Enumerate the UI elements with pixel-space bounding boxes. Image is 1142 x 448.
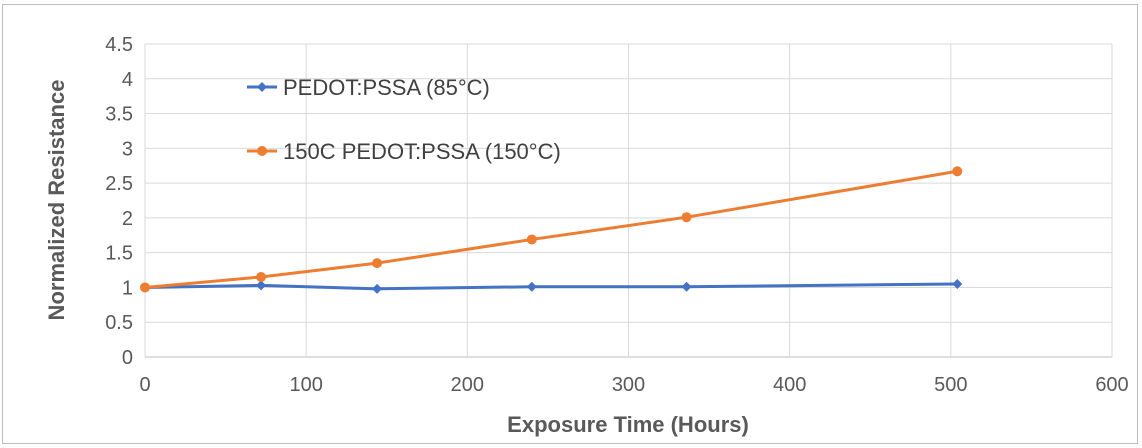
x-axis-title: Exposure Time (Hours) (507, 412, 749, 437)
y-tick-label: 1.5 (105, 243, 133, 265)
y-tick-labels: 0 0.5 1 1.5 2 2.5 3 3.5 4 4.5 (105, 34, 133, 369)
y-tick-label: 2 (122, 208, 133, 230)
data-point (681, 281, 692, 292)
data-point (140, 282, 150, 293)
data-point (526, 234, 537, 245)
chart-frame (2, 4, 1138, 444)
legend: PEDOT:PSSA (85°C) 150C PEDOT:PSSA (150°C) (247, 75, 561, 164)
data-point (526, 281, 537, 292)
y-tick-label: 1 (122, 277, 133, 299)
x-tick-label: 200 (451, 374, 484, 396)
data-point (256, 272, 267, 283)
legend-marker (257, 146, 267, 156)
series-2 (140, 166, 963, 293)
y-tick-label: 4 (122, 69, 133, 91)
x-tick-label: 400 (773, 374, 806, 396)
x-tick-label: 100 (289, 374, 322, 396)
x-tick-label: 300 (612, 374, 645, 396)
legend-marker (257, 82, 267, 92)
y-tick-label: 0.5 (105, 312, 133, 334)
x-tick-label: 500 (934, 374, 967, 396)
y-tick-label: 3.5 (105, 104, 133, 126)
x-tick-labels: 0 100 200 300 400 500 600 (139, 374, 1128, 396)
legend-label: PEDOT:PSSA (85°C) (283, 75, 490, 100)
data-point (372, 258, 383, 269)
y-tick-label: 4.5 (105, 34, 133, 56)
gridlines (144, 43, 1113, 358)
y-axis-title: Normalized Resistance (44, 80, 69, 321)
series-layer (140, 166, 963, 294)
y-tick-label: 2.5 (105, 173, 133, 195)
series-line (144, 282, 958, 291)
data-point (952, 278, 963, 289)
data-point (681, 212, 692, 223)
data-point (952, 166, 963, 177)
x-tick-label: 0 (139, 374, 150, 396)
x-tick-label: 600 (1095, 374, 1128, 396)
y-tick-label: 3 (122, 138, 133, 160)
series-line (144, 169, 958, 289)
legend-entry: PEDOT:PSSA (85°C) (247, 75, 490, 100)
data-point (256, 280, 267, 291)
legend-entry: 150C PEDOT:PSSA (150°C) (247, 139, 561, 164)
legend-label: 150C PEDOT:PSSA (150°C) (283, 139, 561, 164)
y-tick-label: 0 (122, 347, 133, 369)
data-point (372, 283, 383, 294)
